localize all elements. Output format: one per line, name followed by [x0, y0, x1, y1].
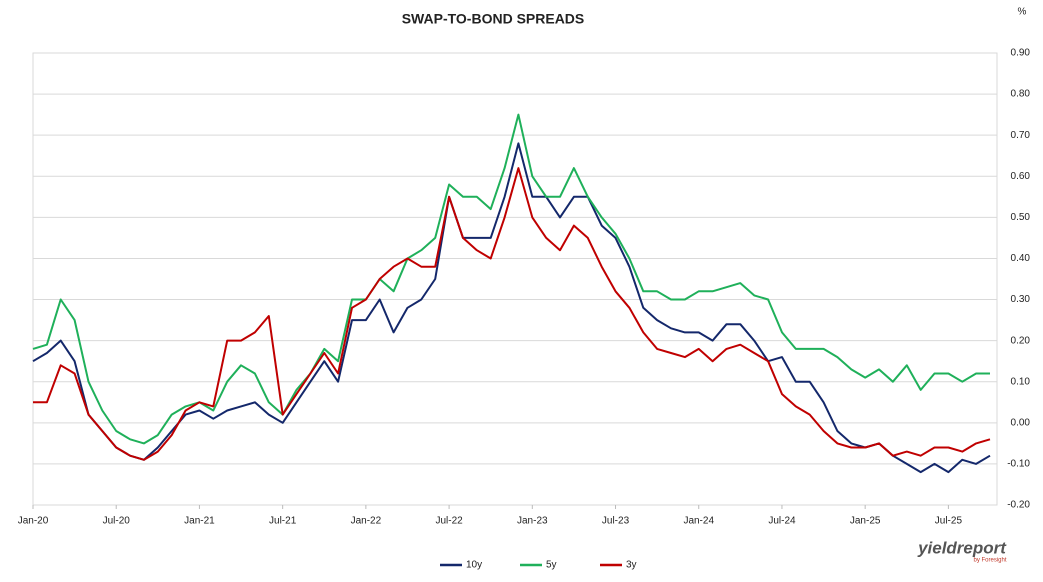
x-tick-label: Jan-24 — [683, 516, 714, 527]
x-tick-label: Jul-20 — [103, 516, 131, 527]
y-unit: % — [1018, 7, 1027, 18]
x-tick-label: Jul-21 — [269, 516, 297, 527]
logo: yieldreport — [917, 538, 1007, 557]
y-tick-label: -0.20 — [1007, 500, 1030, 511]
legend-label: 3y — [626, 560, 637, 571]
y-tick-label: 0.20 — [1011, 335, 1031, 346]
y-tick-label: 0.00 — [1011, 417, 1031, 428]
series-line — [32, 142, 991, 474]
y-tick-label: 0.40 — [1011, 253, 1031, 264]
y-tick-label: 0.10 — [1011, 376, 1031, 387]
y-tick-label: 0.50 — [1011, 212, 1031, 223]
x-tick-label: Jul-24 — [768, 516, 796, 527]
x-tick-label: Jul-22 — [435, 516, 463, 527]
y-tick-label: 0.30 — [1011, 294, 1031, 305]
logo-by: by Foresight — [973, 558, 1006, 564]
y-tick-label: 0.60 — [1011, 171, 1031, 182]
x-tick-label: Jan-22 — [351, 516, 382, 527]
x-tick-label: Jan-23 — [517, 516, 548, 527]
x-tick-label: Jan-20 — [18, 516, 49, 527]
y-tick-label: -0.10 — [1007, 459, 1030, 470]
series-line — [33, 167, 991, 461]
y-tick-label: 0.80 — [1011, 89, 1031, 100]
x-tick-label: Jul-25 — [935, 516, 963, 527]
x-tick-label: Jan-25 — [850, 516, 881, 527]
plot-frame — [32, 52, 998, 506]
legend-label: 10y — [466, 560, 482, 571]
y-tick-label: 0.90 — [1011, 48, 1031, 59]
x-tick-label: Jan-21 — [184, 516, 215, 527]
y-tick-label: 0.70 — [1011, 130, 1031, 141]
series-line — [32, 113, 990, 445]
chart-title: SWAP-TO-BOND SPREADS — [402, 11, 585, 27]
x-tick-label: Jul-23 — [602, 516, 630, 527]
legend-label: 5y — [546, 560, 557, 571]
